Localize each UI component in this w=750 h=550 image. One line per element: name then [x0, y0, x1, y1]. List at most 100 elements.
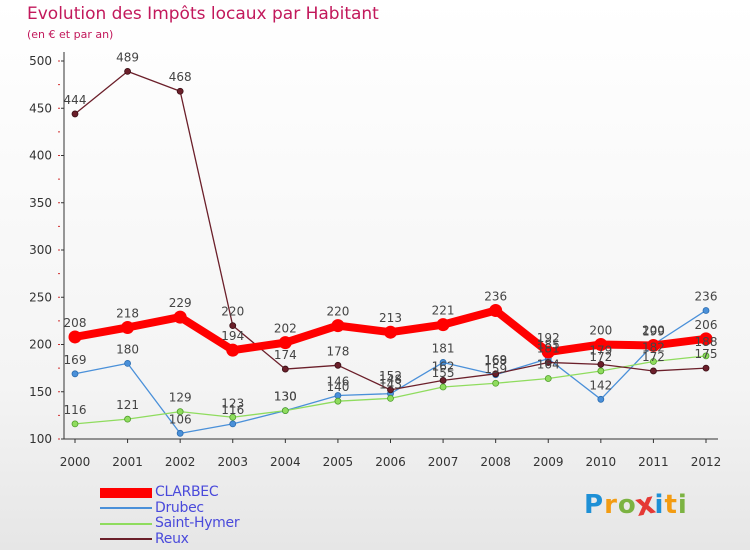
x-tick-label: 2004: [270, 455, 301, 469]
data-label-saint-hymer: 143: [379, 377, 402, 391]
data-label-clarbec: 206: [695, 318, 718, 332]
data-point-saint-hymer: [281, 407, 289, 415]
data-label-reux: 220: [221, 305, 244, 319]
data-point-saint-hymer: [176, 408, 184, 415]
x-tick-label: 2010: [586, 455, 617, 469]
data-label-saint-hymer: 182: [642, 341, 665, 355]
x-tick-label: 2003: [217, 455, 248, 469]
data-point-reux: [492, 370, 500, 378]
data-label-reux: 489: [116, 50, 139, 64]
data-point-saint-hymer: [597, 367, 605, 375]
data-point-saint-hymer: [439, 383, 447, 391]
data-point-clarbec: [226, 343, 240, 357]
data-point-reux: [439, 377, 447, 384]
legend-label: Reux: [155, 530, 189, 547]
data-label-clarbec: 218: [116, 306, 139, 320]
data-point-clarbec: [646, 338, 660, 352]
data-point-reux: [281, 365, 289, 373]
data-label-saint-hymer: 164: [537, 358, 560, 372]
data-point-saint-hymer: [71, 420, 79, 428]
data-point-drubec: [229, 420, 237, 428]
data-point-reux: [597, 360, 605, 368]
x-tick-label: 2012: [691, 455, 722, 469]
logo-letter: i: [654, 490, 665, 520]
data-label-drubec: 185: [537, 338, 560, 352]
data-label-reux: 444: [64, 93, 87, 107]
chart-title: Evolution des Impôts locaux par Habitant: [27, 4, 379, 24]
x-tick-label: 2009: [533, 455, 564, 469]
data-point-reux: [71, 110, 79, 118]
data-label-saint-hymer: 188: [695, 335, 718, 349]
data-label-saint-hymer: 130: [274, 390, 297, 404]
data-label-drubec: 181: [432, 341, 455, 355]
data-point-reux: [702, 364, 710, 372]
x-tick-label: 2008: [480, 455, 511, 469]
legend-swatch: [100, 507, 152, 510]
data-point-drubec: [439, 359, 447, 366]
data-label-saint-hymer: 129: [169, 391, 192, 405]
data-label-drubec: 168: [484, 354, 507, 368]
data-label-saint-hymer: 155: [432, 366, 455, 380]
data-label-drubec: 142: [589, 378, 612, 392]
data-point-clarbec: [594, 338, 608, 351]
legend-label: CLARBEC: [155, 484, 219, 500]
data-point-drubec: [176, 429, 184, 437]
x-tick-label: 2011: [638, 455, 669, 469]
data-label-drubec: 180: [116, 342, 139, 356]
chart-subtitle: (en € et par an): [27, 28, 114, 41]
data-label-clarbec: 236: [484, 289, 507, 303]
x-tick-label: 2001: [112, 455, 143, 469]
y-tick-label: 150: [29, 385, 52, 399]
data-point-reux: [176, 87, 184, 95]
data-label-drubec: 146: [326, 375, 349, 389]
data-label-clarbec: 229: [169, 296, 192, 310]
data-label-reux: 178: [326, 344, 349, 358]
data-label-saint-hymer: 123: [221, 396, 244, 410]
data-label-clarbec: 221: [432, 304, 455, 318]
data-label-reux: 179: [589, 343, 612, 357]
data-point-reux: [650, 367, 657, 375]
y-tick-label: 450: [29, 101, 52, 115]
data-point-saint-hymer: [650, 358, 657, 365]
data-label-drubec: 130: [274, 390, 297, 404]
data-point-clarbec: [68, 330, 82, 344]
data-label-drubec: 148: [379, 373, 402, 387]
data-label-reux: 468: [169, 70, 192, 84]
data-point-clarbec: [121, 320, 135, 334]
data-label-drubec: 116: [221, 403, 244, 417]
y-tick-label: 100: [29, 432, 52, 446]
x-tick-label: 2007: [428, 455, 459, 469]
data-label-drubec: 106: [169, 412, 192, 426]
logo-letter: t: [664, 490, 678, 520]
data-point-clarbec: [331, 319, 345, 333]
logo-letter: P: [584, 490, 605, 520]
data-label-drubec: 236: [695, 289, 718, 303]
data-point-reux: [387, 386, 394, 394]
data-label-clarbec: 200: [589, 324, 612, 338]
data-point-saint-hymer: [229, 413, 237, 421]
legend-swatch: [100, 538, 152, 541]
data-label-clarbec: 213: [379, 311, 402, 325]
data-label-reux: 174: [274, 348, 297, 362]
data-label-clarbec: 192: [537, 331, 560, 345]
data-point-clarbec: [699, 332, 713, 346]
y-tick-label: 250: [29, 290, 52, 304]
data-point-reux: [334, 361, 342, 369]
data-label-saint-hymer: 116: [64, 403, 87, 417]
data-label-reux: 175: [695, 347, 718, 361]
data-point-saint-hymer: [334, 397, 342, 405]
y-tick-label: 400: [29, 149, 52, 163]
logo-letter: r: [604, 490, 618, 520]
data-point-reux: [124, 67, 131, 75]
data-point-saint-hymer: [387, 394, 394, 402]
logo-letter: o: [617, 490, 637, 520]
y-tick-label: 350: [29, 196, 52, 210]
data-label-clarbec: 208: [64, 316, 87, 330]
data-point-drubec: [597, 395, 605, 403]
proxiti-logo: Proxiti: [584, 486, 688, 524]
data-point-clarbec: [541, 345, 555, 359]
data-label-reux: 152: [379, 369, 402, 383]
data-label-saint-hymer: 159: [484, 362, 507, 376]
